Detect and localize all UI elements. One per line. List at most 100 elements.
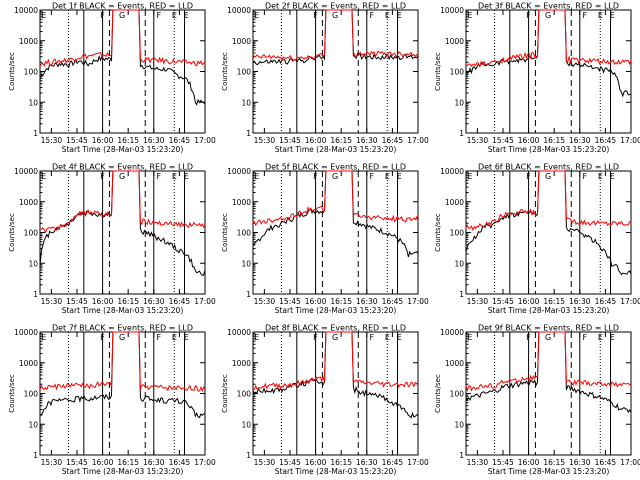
y-tick-label: 100 (237, 68, 252, 77)
y-tick-label: 100 (450, 229, 465, 238)
y-tick-label: 10000 (440, 167, 464, 176)
y-axis-label: Counts/sec (8, 213, 16, 252)
x-tick-label: 16:15 (543, 458, 565, 467)
panel-title: Det 2f BLACK = Events, RED = LLD (265, 2, 406, 11)
panel-1f: Det 1f BLACK = Events, RED = LLD 1 10 100 10… (8, 2, 216, 155)
interval-letter: E (467, 333, 472, 342)
y-tick-label: 1 (246, 290, 251, 299)
series-events (39, 170, 206, 276)
series-events (252, 331, 419, 419)
x-axis-label: Start Time (28-Mar-03 15:23:20) (488, 306, 610, 315)
x-axis-label: Start Time (28-Mar-03 15:23:20) (275, 145, 397, 154)
x-tick-label: 17:00 (194, 297, 216, 306)
plot-frame (39, 170, 206, 295)
x-tick-label: 15:45 (492, 458, 514, 467)
x-axis-label: Start Time (28-Mar-03 15:23:20) (62, 306, 184, 315)
interval-letter: F (526, 172, 531, 181)
y-axis-label: Counts/sec (434, 213, 442, 252)
x-tick-label: 16:45 (382, 297, 404, 306)
x-tick-label: 16:45 (169, 297, 191, 306)
x-tick-label: 15:30 (41, 136, 63, 145)
y-tick-label: 10 (241, 98, 251, 107)
series-lld (39, 170, 206, 234)
plot-frame (39, 331, 206, 456)
series-lld (465, 9, 632, 69)
y-tick-label: 10000 (14, 328, 38, 337)
panel-4f: Det 4f BLACK = Events, RED = LLD 1 10 100 10… (8, 163, 216, 316)
x-tick-label: 16:00 (518, 297, 540, 306)
panel-3f: Det 3f BLACK = Events, RED = LLD 1 10 100 10… (434, 2, 640, 155)
x-tick-label: 15:30 (467, 136, 489, 145)
y-tick-label: 10 (28, 98, 38, 107)
plot-frame (465, 170, 632, 295)
y-tick-label: 10 (241, 420, 251, 429)
interval-letter: G (332, 172, 338, 181)
y-tick-label: 10 (454, 420, 464, 429)
y-tick-label: 10000 (14, 167, 38, 176)
x-axis-label: Start Time (28-Mar-03 15:23:20) (275, 306, 397, 315)
interval-letter: E (397, 11, 402, 20)
x-tick-label: 16:45 (169, 458, 191, 467)
y-axis-label: Counts/sec (221, 213, 229, 252)
x-tick-label: 16:15 (117, 297, 139, 306)
interval-letter: E (172, 333, 177, 342)
series-events (39, 9, 206, 106)
interval-letter: F (100, 333, 105, 342)
x-axis-label: Start Time (28-Mar-03 15:23:20) (488, 467, 610, 476)
y-axis-label: Counts/sec (8, 374, 16, 413)
panel-6f: Det 6f BLACK = Events, RED = LLD 1 10 100 10… (434, 163, 640, 316)
x-tick-label: 16:15 (543, 136, 565, 145)
interval-letter: F (313, 333, 318, 342)
x-tick-label: 15:30 (467, 297, 489, 306)
x-tick-label: 16:30 (356, 297, 378, 306)
interval-letter: F (526, 11, 531, 20)
interval-letter: E (254, 172, 259, 181)
plot-frame (465, 9, 632, 134)
y-tick-label: 1 (246, 129, 251, 138)
series-lld (252, 331, 419, 390)
x-tick-label: 15:30 (254, 297, 276, 306)
y-tick-label: 100 (24, 68, 39, 77)
interval-letter: F (100, 11, 105, 20)
series-events (39, 331, 206, 419)
x-tick-label: 16:15 (117, 458, 139, 467)
x-tick-label: 16:00 (305, 136, 327, 145)
y-tick-label: 10000 (227, 167, 251, 176)
y-tick-label: 100 (450, 390, 465, 399)
x-tick-label: 16:30 (569, 458, 591, 467)
y-axis-label: Counts/sec (8, 52, 16, 91)
interval-letter: E (610, 11, 615, 20)
interval-letter: G (545, 172, 551, 181)
x-tick-label: 16:15 (330, 458, 352, 467)
y-tick-label: 10000 (227, 328, 251, 337)
x-tick-label: 16:00 (305, 297, 327, 306)
y-tick-label: 100 (450, 68, 465, 77)
x-tick-label: 17:00 (194, 458, 216, 467)
x-tick-label: 16:00 (518, 136, 540, 145)
interval-letter: G (332, 11, 338, 20)
y-tick-label: 1 (459, 129, 464, 138)
y-tick-label: 1000 (232, 37, 251, 46)
interval-letter: F (370, 333, 375, 342)
x-tick-label: 17:00 (620, 297, 640, 306)
interval-letter: E (385, 172, 390, 181)
interval-letter: E (610, 333, 615, 342)
x-tick-label: 15:45 (492, 136, 514, 145)
x-tick-label: 16:15 (117, 136, 139, 145)
interval-letter: F (526, 333, 531, 342)
x-tick-label: 16:00 (305, 458, 327, 467)
y-tick-label: 1000 (445, 198, 464, 207)
x-tick-label: 16:30 (143, 297, 165, 306)
interval-letter: G (545, 11, 551, 20)
panel-2f: Det 2f BLACK = Events, RED = LLD 1 10 100 10… (221, 2, 429, 155)
y-tick-label: 1 (33, 451, 38, 460)
panel-7f: Det 7f BLACK = Events, RED = LLD 1 10 100 10… (8, 324, 216, 477)
x-tick-label: 17:00 (194, 136, 216, 145)
y-tick-label: 1 (33, 290, 38, 299)
x-tick-label: 16:45 (595, 297, 617, 306)
x-tick-label: 16:45 (169, 136, 191, 145)
panel-title: Det 9f BLACK = Events, RED = LLD (478, 324, 619, 333)
y-axis-label: Counts/sec (434, 374, 442, 413)
interval-letter: G (545, 333, 551, 342)
x-tick-label: 16:45 (595, 136, 617, 145)
